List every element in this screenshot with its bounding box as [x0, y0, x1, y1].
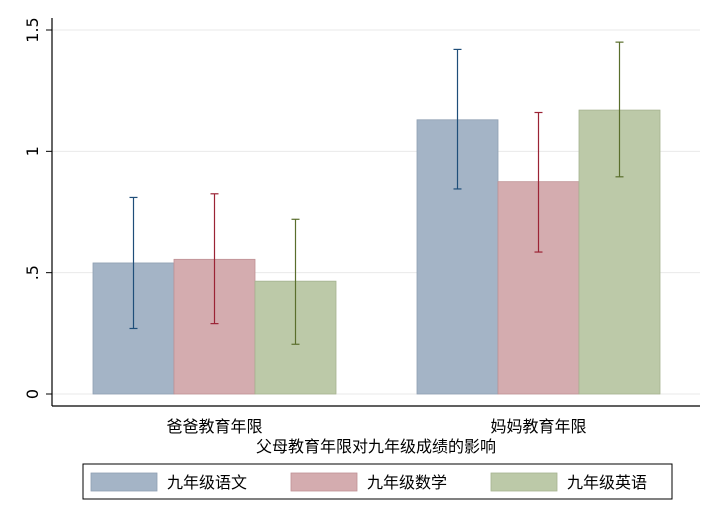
y-tick-label: 0 [23, 389, 42, 399]
x-tick-labels: 爸爸教育年限 妈妈教育年限 [166, 417, 586, 436]
error-bar [129, 196, 138, 330]
error-bars [129, 41, 624, 345]
y-tick-label: 1 [23, 146, 42, 156]
error-bar [210, 193, 219, 325]
error-bar [534, 111, 543, 253]
x-tick-label: 妈妈教育年限 [490, 417, 586, 436]
y-tick-label: 1.5 [23, 17, 42, 42]
legend-label: 九年级数学 [367, 473, 447, 492]
error-bar [291, 218, 300, 345]
error-bar [615, 41, 624, 178]
bars [92, 109, 661, 395]
legend-box [82, 463, 673, 500]
legend-swatch [490, 472, 558, 492]
legend-item: 九年级语文 [90, 472, 247, 492]
x-axis-title: 父母教育年限对九年级成绩的影响 [256, 437, 496, 456]
x-tick-label: 爸爸教育年限 [166, 417, 262, 436]
axes [51, 18, 700, 407]
y-tick-label: .5 [23, 265, 42, 280]
legend-item: 九年级数学 [290, 472, 447, 492]
legend-item: 九年级英语 [490, 472, 647, 492]
legend: 九年级语文 九年级数学 九年级英语 [82, 463, 673, 500]
legend-label: 九年级语文 [167, 473, 247, 492]
error-bar [453, 48, 462, 190]
y-ticks: 0 .5 1 1.5 [23, 17, 52, 399]
legend-label: 九年级英语 [567, 473, 647, 492]
legend-swatch [290, 472, 358, 492]
legend-swatch [90, 472, 158, 492]
